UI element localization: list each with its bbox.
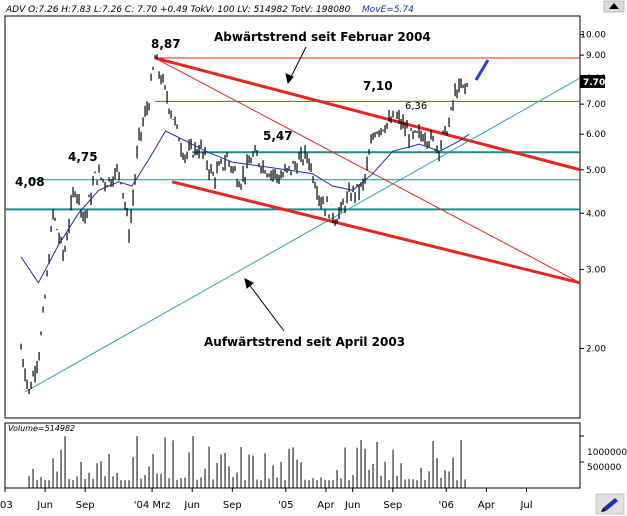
draw-tool-icon[interactable] [595, 493, 625, 515]
moving-average-line [20, 130, 470, 284]
time-tick-label: '05 [278, 500, 293, 511]
trend-line [154, 56, 581, 172]
trend-line [171, 180, 581, 285]
trend-lines [24, 56, 581, 393]
header-quote: ADV O:7.26 H:7.83 L:7.26 C: 7.70 +0.49 T… [5, 5, 351, 15]
level-408-label: 4,08 [15, 175, 45, 189]
time-tick-label: Jun [344, 500, 361, 511]
last-price-tag [580, 75, 605, 88]
price-tick-label: 2.00 [586, 344, 606, 354]
time-tick-label: Sep [223, 500, 242, 511]
last-price-value: 7.70 [583, 78, 605, 88]
price-tick-label: 5.00 [586, 166, 606, 176]
volume-bars [28, 435, 584, 488]
time-tick-label: Jun [183, 500, 200, 511]
time-tick-label: Apr [478, 500, 496, 511]
level-710-label: 7,10 [363, 79, 393, 93]
scroll-up-icon[interactable] [603, 0, 625, 13]
volume-tick-1m: 1000000 [587, 448, 627, 458]
price-panel-frame [4, 15, 581, 419]
volume-label-bar [6, 424, 106, 433]
time-tick-label: '04 Mrz [134, 500, 171, 511]
level-636-label: 6,36 [405, 101, 427, 112]
price-tick-label: 7.00 [586, 100, 606, 110]
downtrend-label: Abwärtstrend seit Februar 2004 [214, 30, 431, 44]
time-tick-label: Jul [519, 500, 532, 511]
moving-average-label: MovE=5.74 [362, 5, 414, 15]
price-bars [20, 54, 468, 395]
time-tick-label: Sep [383, 500, 402, 511]
level-547-label: 5,47 [263, 129, 293, 143]
time-axis: '03 Jun Sep '04 Mrz Jun Sep '05 Apr Jun Sep '06 Apr… [0, 488, 533, 511]
time-tick-label: Sep [76, 500, 95, 511]
time-tick-label: '03 [0, 500, 13, 511]
price-tick-label: 9.00 [586, 51, 606, 61]
high-label: 8,87 [151, 37, 181, 51]
downtrend-arrow [285, 46, 307, 85]
price-tick-label: 3.00 [586, 265, 606, 275]
time-tick-label: '06 [439, 500, 454, 511]
volume-tick-500k: 500000 [587, 463, 622, 473]
trend-line [154, 57, 581, 284]
level-475-label: 4,75 [68, 150, 98, 164]
projection-arrow [474, 59, 490, 81]
price-tick-label: 10.00 [580, 31, 606, 41]
time-tick-label: Jun [36, 500, 53, 511]
price-tick-label: 6.00 [586, 130, 606, 140]
volume-label: Volume=514982 [8, 424, 75, 433]
trend-line [24, 77, 581, 393]
time-tick-label: Apr [317, 500, 335, 511]
price-tick-label: 4.00 [586, 209, 606, 219]
uptrend-arrow [244, 278, 285, 332]
uptrend-label: Aufwärtstrend seit April 2003 [204, 335, 405, 349]
